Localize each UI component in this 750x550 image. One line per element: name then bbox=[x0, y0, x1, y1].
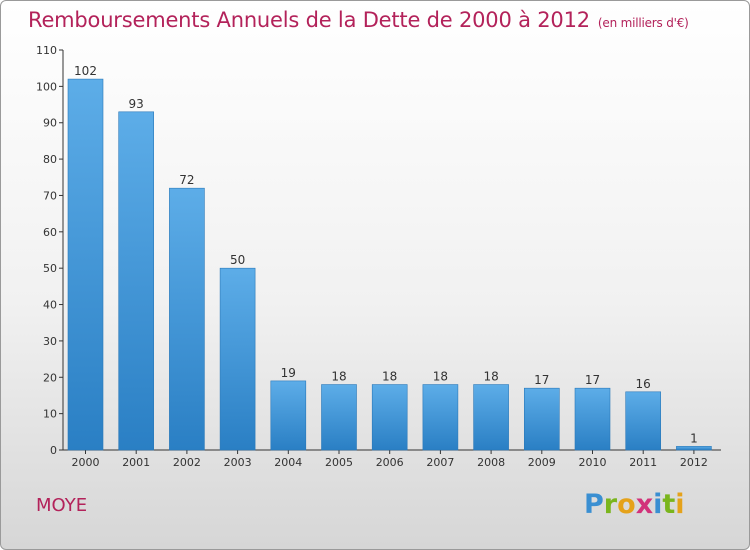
bar-2004 bbox=[270, 380, 307, 451]
x-tick-label: 2010 bbox=[579, 456, 607, 469]
x-tick-label: 2000 bbox=[72, 456, 100, 469]
data-label-2004: 19 bbox=[281, 366, 296, 380]
y-tick-label: 0 bbox=[50, 444, 57, 457]
data-label-2005: 18 bbox=[331, 370, 346, 384]
x-tick-label: 2009 bbox=[528, 456, 556, 469]
chart-subtitle: (en milliers d'€) bbox=[597, 16, 689, 30]
bar-2002 bbox=[169, 187, 205, 451]
y-tick-label: 110 bbox=[36, 44, 57, 57]
data-label-2011: 16 bbox=[636, 377, 651, 391]
data-label-2001: 93 bbox=[129, 97, 144, 111]
bar-2006 bbox=[371, 384, 408, 451]
data-label-2007: 18 bbox=[433, 370, 448, 384]
bar-2008 bbox=[473, 384, 509, 451]
bar-2010 bbox=[574, 387, 611, 451]
bar-2012 bbox=[676, 446, 712, 451]
commune-name: MOYE bbox=[36, 495, 88, 516]
proxiti-logo: Proxiti bbox=[584, 489, 685, 520]
data-label-2002: 72 bbox=[179, 173, 194, 187]
data-label-2009: 17 bbox=[534, 373, 549, 387]
x-tick-label: 2004 bbox=[274, 456, 302, 469]
y-tick-label: 20 bbox=[43, 371, 57, 384]
data-label-2000: 102 bbox=[74, 64, 97, 78]
y-tick-label: 90 bbox=[43, 117, 57, 130]
data-label-2008: 18 bbox=[483, 370, 498, 384]
data-label-2010: 17 bbox=[585, 373, 600, 387]
bar-2001 bbox=[118, 111, 154, 451]
x-tick-label: 2002 bbox=[173, 456, 201, 469]
chart-data-labels: 102 93 72 50 19 18 18 18 18 17 17 16 1 bbox=[74, 64, 698, 445]
data-label-2003: 50 bbox=[230, 253, 245, 267]
y-tick-label: 70 bbox=[43, 189, 57, 202]
bar-2003 bbox=[219, 267, 256, 451]
y-tick-label: 60 bbox=[43, 226, 57, 239]
x-tick-label: 2011 bbox=[629, 456, 657, 469]
chart-title-text: Remboursements Annuels de la Dette de 20… bbox=[28, 8, 590, 32]
bar-2005 bbox=[321, 384, 357, 451]
bar-2007 bbox=[422, 384, 459, 451]
x-tick-label: 2006 bbox=[376, 456, 404, 469]
y-tick-label: 10 bbox=[43, 408, 57, 421]
x-tick-label: 2012 bbox=[680, 456, 708, 469]
bar-2011 bbox=[625, 391, 662, 451]
x-tick-label: 2007 bbox=[426, 456, 454, 469]
y-tick-label: 40 bbox=[43, 299, 57, 312]
bar-2009 bbox=[523, 387, 560, 451]
y-tick-label: 50 bbox=[43, 262, 57, 275]
x-tick-label: 2003 bbox=[224, 456, 252, 469]
bar-2000 bbox=[67, 78, 104, 451]
x-tick-label: 2001 bbox=[122, 456, 150, 469]
x-tick-label: 2008 bbox=[477, 456, 505, 469]
y-tick-label: 100 bbox=[36, 80, 57, 93]
y-tick-label: 80 bbox=[43, 153, 57, 166]
chart-bars bbox=[67, 78, 712, 451]
chart-axes: 0 10 20 30 40 50 60 70 80 90 100 110 2000 2001 2002 200… bbox=[36, 44, 721, 469]
x-tick-label: 2005 bbox=[325, 456, 353, 469]
data-label-2012: 1 bbox=[690, 431, 698, 445]
y-tick-label: 30 bbox=[43, 335, 57, 348]
chart-title: Remboursements Annuels de la Dette de 20… bbox=[28, 8, 689, 32]
data-label-2006: 18 bbox=[382, 370, 397, 384]
